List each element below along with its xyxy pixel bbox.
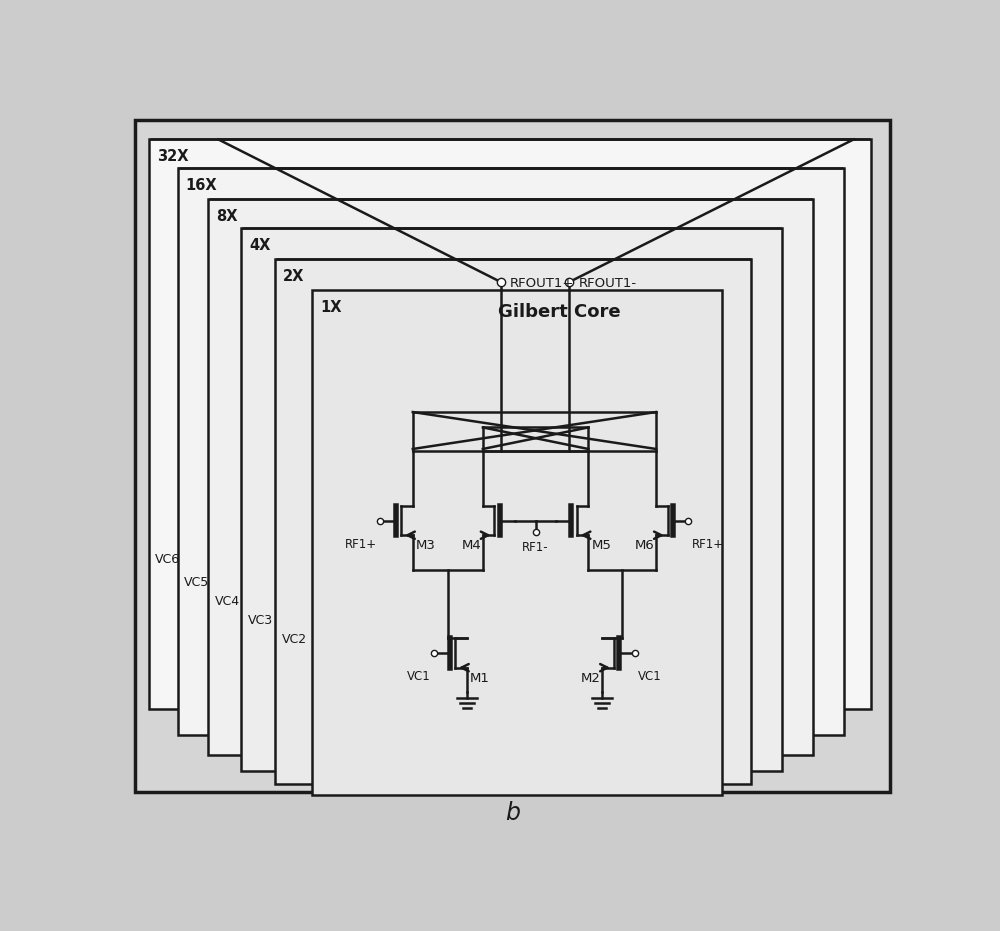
Text: M2: M2: [581, 671, 601, 684]
Text: 32X: 32X: [157, 150, 188, 165]
Text: 2X: 2X: [283, 269, 304, 284]
Text: VC3: VC3: [248, 614, 273, 627]
Text: RF1+: RF1+: [344, 537, 377, 550]
Text: b: b: [505, 802, 520, 825]
Text: VC1: VC1: [638, 670, 662, 683]
Bar: [149, 140, 871, 709]
Text: RF1-: RF1-: [522, 542, 549, 554]
Text: 8X: 8X: [216, 209, 238, 223]
Text: M4: M4: [462, 539, 481, 552]
Text: VC2: VC2: [282, 633, 307, 646]
Bar: [312, 290, 722, 795]
Text: M1: M1: [470, 671, 490, 684]
Bar: [241, 228, 782, 771]
Text: 1X: 1X: [320, 300, 342, 315]
Text: VC1: VC1: [407, 670, 430, 683]
Text: M5: M5: [591, 539, 611, 552]
Text: RFOUT1-: RFOUT1-: [579, 277, 637, 290]
Text: M3: M3: [416, 539, 436, 552]
Bar: [208, 198, 813, 755]
Text: VC6: VC6: [155, 553, 180, 566]
Bar: [178, 168, 844, 735]
Text: 4X: 4X: [249, 238, 271, 253]
Text: 16X: 16X: [185, 178, 217, 193]
Text: RFOUT1+: RFOUT1+: [510, 277, 574, 290]
Text: VC5: VC5: [184, 575, 209, 588]
Text: RF1+: RF1+: [692, 537, 724, 550]
Text: VC4: VC4: [215, 595, 240, 608]
Bar: [275, 259, 751, 784]
Text: Gilbert Core: Gilbert Core: [498, 304, 621, 321]
Text: M6: M6: [635, 539, 655, 552]
